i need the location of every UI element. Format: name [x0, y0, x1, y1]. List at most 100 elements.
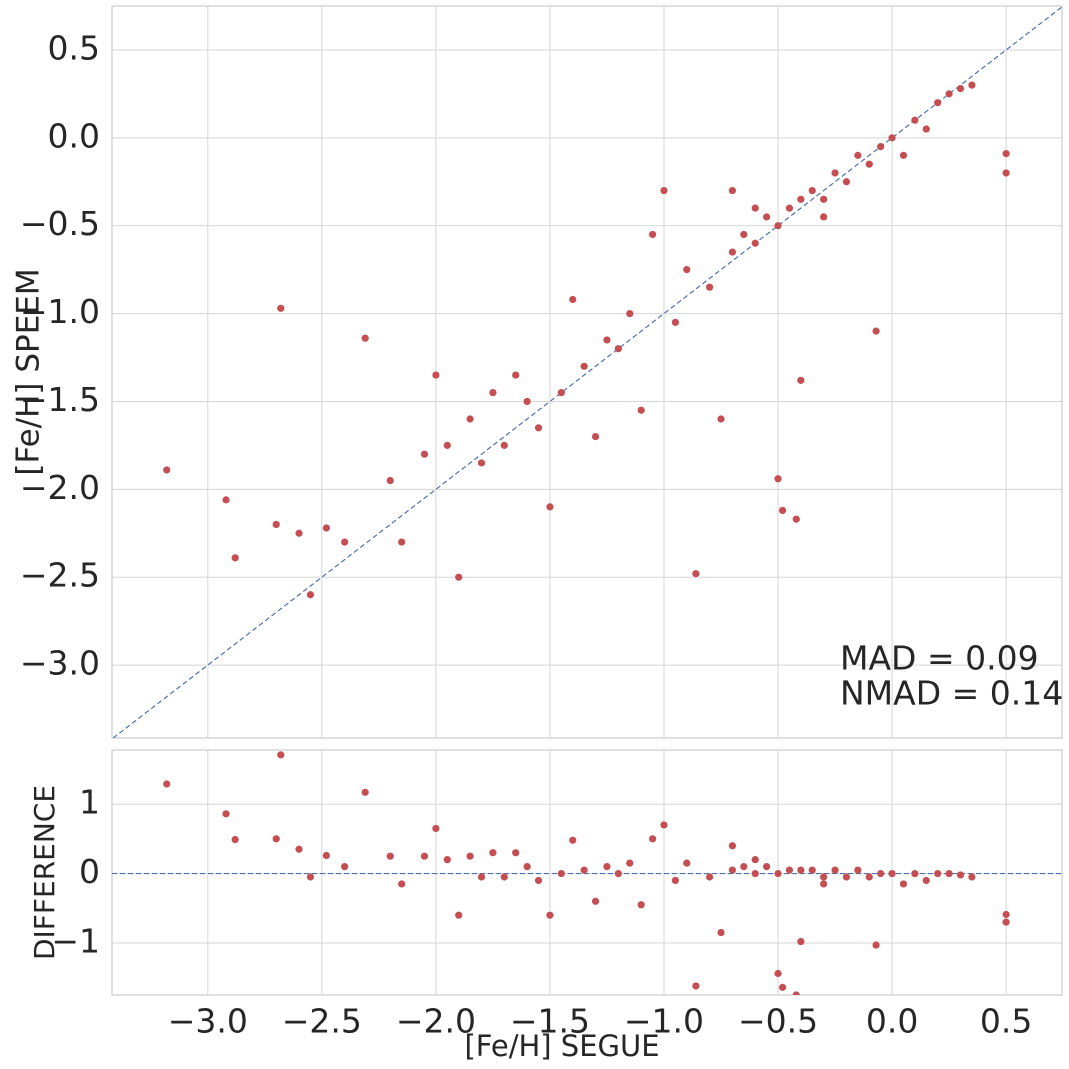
point [945, 869, 953, 878]
point [820, 873, 828, 881]
point [277, 751, 285, 759]
point [808, 866, 816, 874]
point [705, 873, 714, 881]
y-tick-label: −2.0 [20, 468, 100, 507]
point [500, 441, 508, 449]
point [523, 863, 531, 871]
point [512, 849, 520, 857]
x-tick-label: 0.5 [980, 1002, 1032, 1041]
point [774, 869, 782, 878]
point [1002, 169, 1010, 177]
plot-area [112, 751, 1062, 995]
point [222, 810, 230, 818]
point [322, 524, 331, 532]
x-tick-label: −1.5 [510, 1002, 590, 1041]
point [580, 866, 588, 874]
point [842, 873, 851, 881]
point [557, 389, 565, 397]
point [671, 318, 679, 326]
point [546, 911, 554, 919]
point [420, 450, 429, 458]
point [534, 876, 543, 885]
point [945, 90, 953, 98]
point [163, 466, 171, 474]
point [626, 859, 634, 867]
y-axis-label: [Fe/H] SPEEM [11, 268, 47, 475]
point [637, 901, 645, 909]
point [1002, 910, 1010, 919]
point [792, 991, 800, 995]
point [911, 116, 919, 124]
point [322, 851, 331, 860]
point [854, 866, 862, 874]
axes-frame [111, 749, 1063, 996]
point [341, 538, 349, 546]
point [968, 873, 976, 881]
point [231, 835, 239, 844]
point [956, 871, 965, 879]
point [728, 248, 737, 256]
point [888, 869, 896, 878]
point [398, 880, 406, 888]
point [751, 204, 759, 212]
point [717, 415, 725, 423]
y-tick-label: 1 [79, 783, 100, 822]
point [1002, 918, 1010, 926]
point [231, 554, 239, 562]
point [500, 873, 508, 881]
point [797, 376, 805, 384]
point [546, 503, 554, 511]
point [911, 869, 919, 878]
point [797, 866, 805, 874]
point [523, 397, 531, 406]
point [842, 178, 851, 186]
point [692, 982, 700, 990]
point [774, 475, 782, 483]
point [603, 863, 611, 871]
point [865, 873, 873, 881]
point [295, 845, 303, 853]
point [569, 836, 577, 844]
point [306, 873, 315, 881]
point [872, 941, 880, 949]
x-tick-label: −2.5 [282, 1002, 362, 1041]
point [683, 859, 691, 867]
point [306, 591, 315, 599]
point [778, 983, 787, 991]
point [512, 371, 520, 379]
point [466, 415, 474, 423]
point [763, 863, 771, 871]
point [740, 863, 748, 871]
point [443, 856, 451, 864]
x-tick-label: −1.0 [624, 1002, 704, 1041]
point [626, 309, 634, 318]
point [820, 213, 828, 221]
x-tick-label: −3.0 [168, 1002, 248, 1041]
point [808, 186, 816, 195]
point [277, 304, 285, 312]
point [956, 85, 965, 93]
point [899, 880, 908, 888]
point [660, 186, 668, 195]
x-axis-label: [Fe/H] SEGUE [464, 1029, 659, 1063]
point [477, 459, 486, 467]
point [877, 143, 885, 151]
y-tick-label: −2.5 [20, 556, 100, 595]
point [922, 125, 930, 133]
point [785, 204, 794, 212]
identity-line [112, 6, 1062, 738]
y-tick-label: −3.0 [20, 644, 100, 683]
y-tick-label: −1 [51, 921, 100, 960]
point [968, 81, 976, 89]
point [580, 362, 588, 370]
x-tick-label: −2.0 [396, 1002, 476, 1041]
point [420, 852, 429, 860]
point [569, 295, 577, 304]
point [922, 876, 930, 885]
point [455, 573, 463, 581]
x-tick-label: 0.0 [866, 1002, 918, 1041]
point [614, 869, 622, 878]
point [899, 151, 908, 159]
y-tick-label: −0.5 [20, 204, 100, 243]
